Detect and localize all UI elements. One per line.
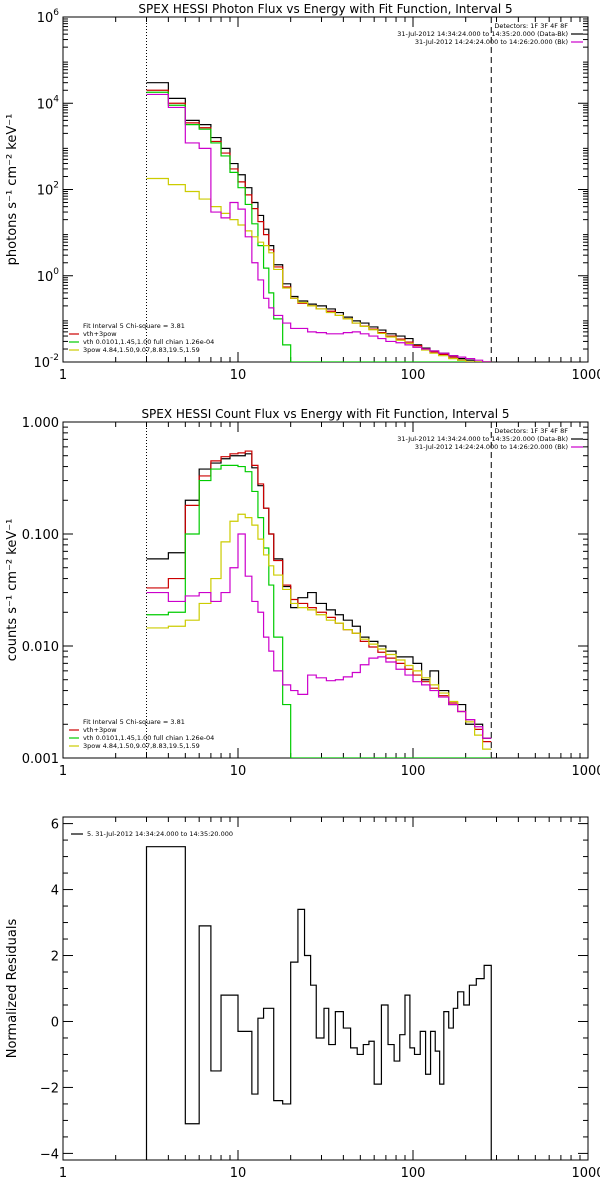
y-tick-base: 6 — [51, 818, 59, 833]
photon-flux-chart: SPEX HESSI Photon Flux vs Energy with Fi… — [5, 2, 600, 383]
y-tick-base: −2 — [40, 1081, 59, 1096]
series-line-residuals — [145, 846, 492, 1160]
y-tick-label: −4 — [40, 1147, 59, 1162]
y-tick-base: 4 — [51, 884, 59, 899]
y-tick-base: 10 — [37, 184, 54, 199]
y-tick-label: 10-2 — [33, 353, 59, 371]
series-line-3pow — [146, 177, 492, 362]
legend-bottom-entry: vth 0.0101,1.45,1.00 full chian 1.26e-04 — [83, 734, 214, 742]
plot-frame — [62, 16, 589, 363]
y-tick-label: 4 — [51, 884, 59, 899]
legend-top-entry: Detectors: 1F 3F 4F 8F — [494, 22, 568, 30]
y-tick-label: 100 — [37, 267, 60, 285]
series-line-vth — [146, 464, 492, 758]
y-tick-base: 10 — [37, 11, 54, 26]
series-line-bk — [146, 93, 492, 362]
y-tick-exponent: 2 — [53, 181, 59, 191]
legend-top-entry: 31-Jul-2012 14:24:24.000 to 14:26:20.000… — [415, 38, 568, 46]
y-tick-label: 102 — [37, 181, 59, 199]
legend-bottom-entry: 3pow 4.84,1.50,9.07,8.83,19.5,1.59 — [83, 742, 200, 750]
plot-frame — [62, 421, 589, 759]
y-tick-label: 104 — [37, 94, 60, 112]
x-tick-label: 1 — [59, 764, 67, 779]
chart-title: SPEX HESSI Photon Flux vs Energy with Fi… — [138, 2, 512, 16]
x-tick-label: 100 — [401, 1166, 426, 1181]
y-tick-base: 1.000 — [22, 416, 59, 431]
y-tick-label: 2 — [51, 950, 59, 965]
y-axis-label: Normalized Residuals — [5, 919, 20, 1059]
y-tick-exponent: -2 — [50, 353, 59, 363]
legend-bottom-entry: vth+3pow — [83, 726, 117, 734]
chart-title: SPEX HESSI Count Flux vs Energy with Fit… — [141, 407, 509, 421]
y-tick-label: 6 — [51, 818, 59, 833]
y-tick-base: 10 — [33, 356, 50, 371]
y-axis-label: counts s⁻¹ cm⁻² keV⁻¹ — [5, 519, 20, 662]
legend-top-entry: Detectors: 1F 3F 4F 8F — [494, 427, 568, 435]
y-tick-exponent: 6 — [53, 8, 59, 18]
plot-frame — [62, 816, 589, 1161]
y-tick-base: 2 — [51, 950, 59, 965]
y-tick-base: −4 — [40, 1147, 59, 1162]
y-tick-label: 0.010 — [22, 640, 59, 655]
x-tick-label: 100 — [401, 368, 426, 383]
y-tick-base: 10 — [37, 97, 54, 112]
y-tick-base: 0.100 — [22, 528, 59, 543]
x-tick-label: 1 — [59, 1166, 67, 1181]
y-axis-label: photons s⁻¹ cm⁻² keV⁻¹ — [5, 114, 20, 266]
y-tick-exponent: 0 — [53, 267, 59, 277]
legend-bottom-entry: Fit Interval 5 Chi-square = 3.81 — [83, 718, 185, 726]
legend-entry: 5. 31-Jul-2012 14:34:24.000 to 14:35:20.… — [87, 830, 233, 838]
x-tick-label: 10 — [230, 764, 247, 779]
legend-bottom-entry: vth+3pow — [83, 330, 117, 338]
x-tick-label: 1 — [59, 368, 67, 383]
legend-top-entry: 31-Jul-2012 14:24:24.000 to 14:26:20.000… — [415, 443, 568, 451]
legend-bottom-entry: 3pow 4.84,1.50,9.07,8.83,19.5,1.59 — [83, 346, 200, 354]
legend-top-entry: 31-Jul-2012 14:34:24.000 to 14:35:20.000… — [397, 30, 568, 38]
y-tick-base: 0 — [51, 1015, 59, 1030]
y-tick-label: 0 — [51, 1015, 59, 1030]
y-tick-base: 10 — [37, 270, 54, 285]
count-flux-chart: SPEX HESSI Count Flux vs Energy with Fit… — [5, 407, 600, 779]
legend-bottom-entry: Fit Interval 5 Chi-square = 3.81 — [83, 322, 185, 330]
y-tick-label: 0.001 — [22, 752, 59, 767]
series-line-3pow — [146, 513, 492, 750]
y-tick-label: −2 — [40, 1081, 59, 1096]
series-line-vth — [146, 91, 492, 362]
x-tick-label: 100 — [401, 764, 426, 779]
series-line-bk — [146, 533, 492, 739]
y-tick-label: 1.000 — [22, 416, 59, 431]
legend-bottom-entry: vth 0.0101,1.45,1.00 full chian 1.26e-04 — [83, 338, 214, 346]
x-tick-label: 10 — [230, 1166, 247, 1181]
y-tick-base: 0.001 — [22, 752, 59, 767]
y-tick-label: 0.100 — [22, 528, 59, 543]
series-line-vth-3pow — [146, 89, 492, 362]
legend-top-entry: 31-Jul-2012 14:34:24.000 to 14:35:20.000… — [397, 435, 568, 443]
y-tick-base: 0.010 — [22, 640, 59, 655]
y-tick-label: 106 — [37, 8, 60, 26]
x-tick-label: 10 — [230, 368, 247, 383]
y-tick-exponent: 4 — [53, 94, 59, 104]
